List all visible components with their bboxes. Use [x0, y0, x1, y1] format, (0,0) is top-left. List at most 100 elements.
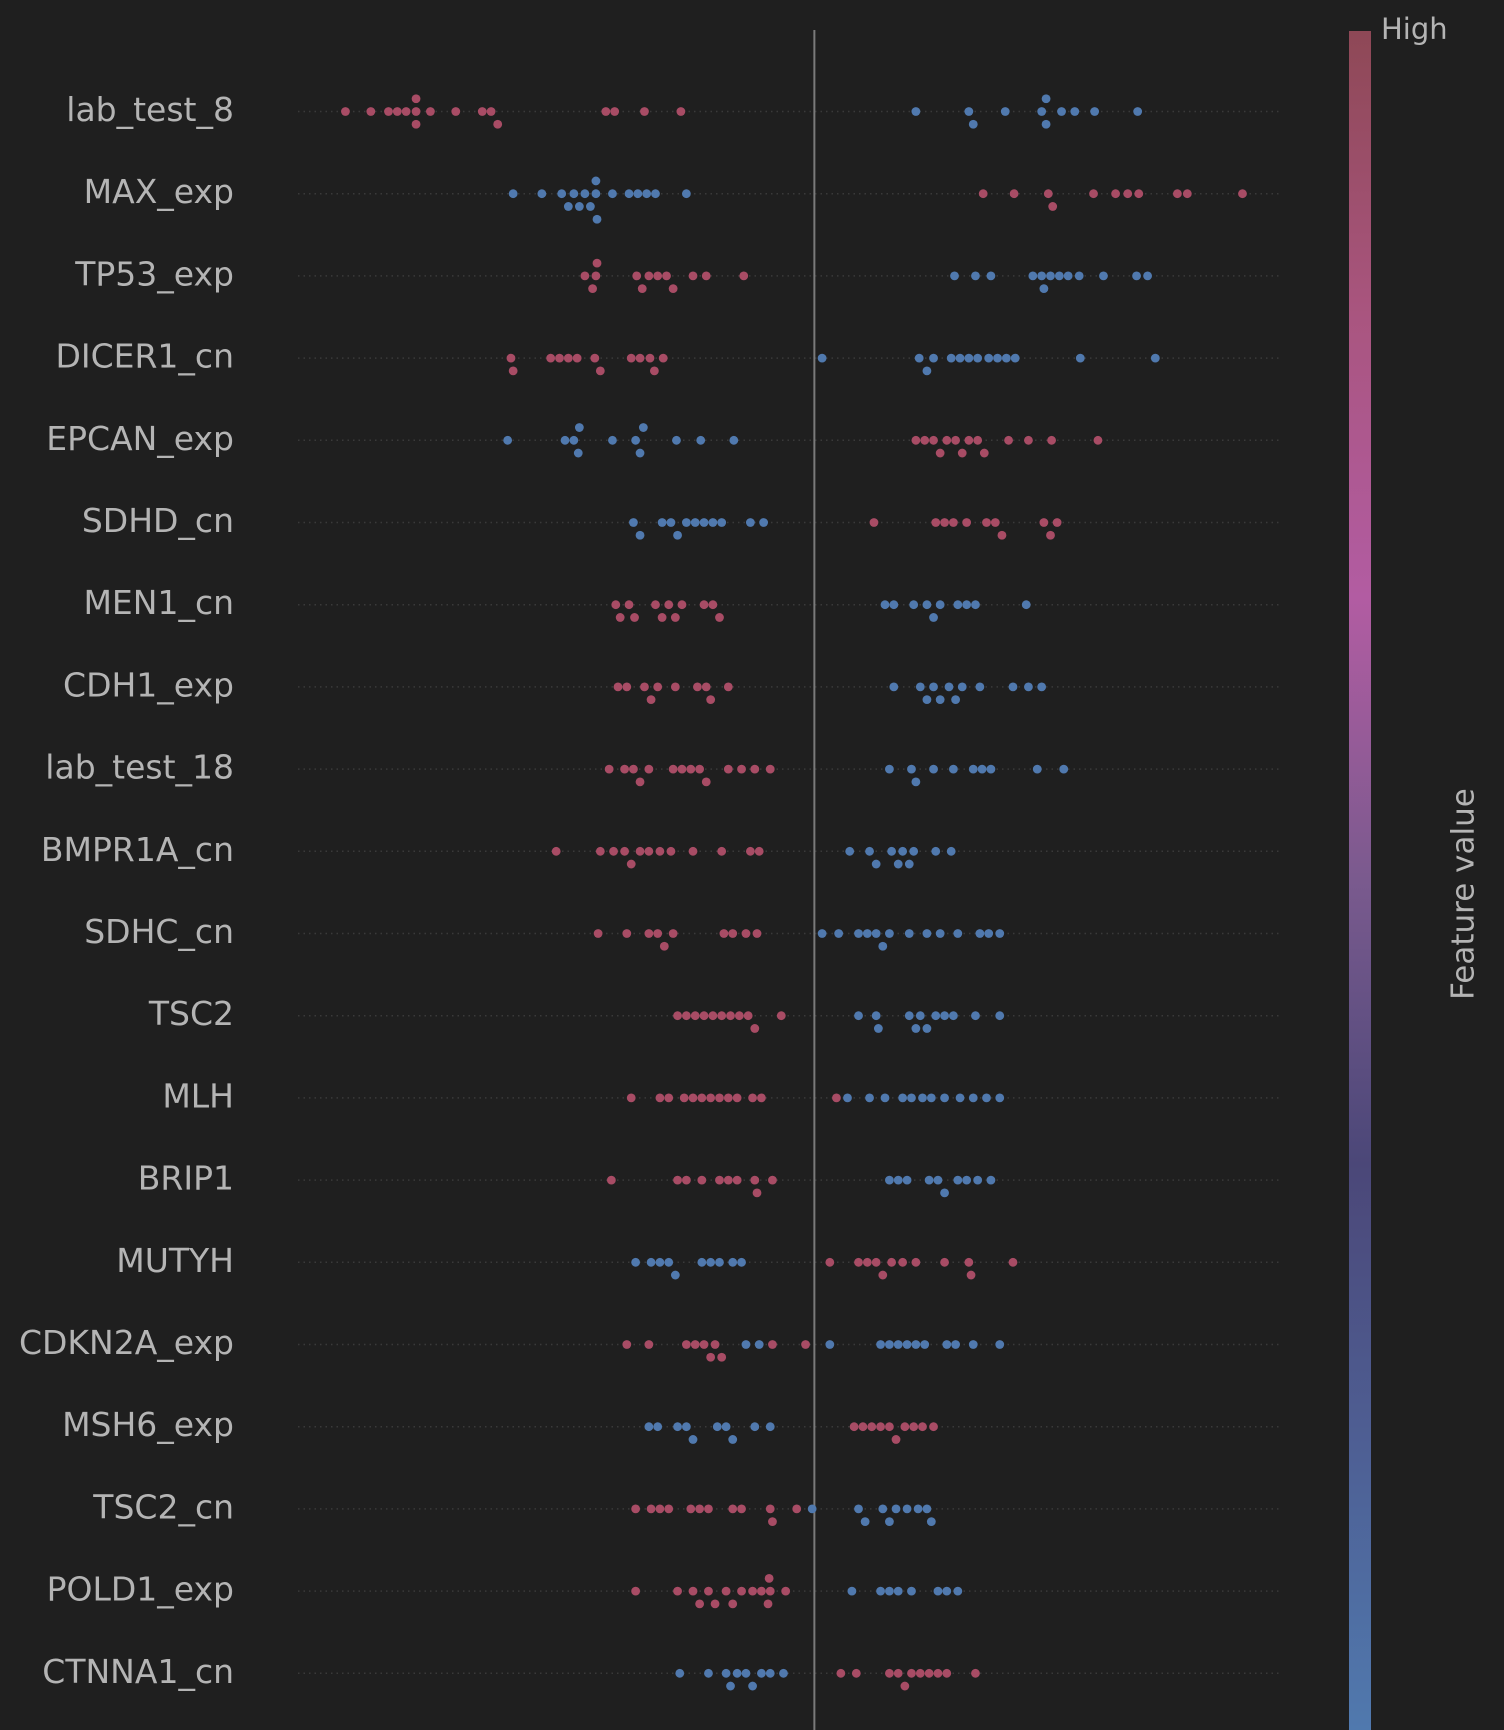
swarm-point: [971, 600, 980, 610]
swarm-point: [944, 682, 954, 692]
swarm-point: [893, 1668, 903, 1678]
swarm-point: [651, 600, 660, 610]
swarm-point: [986, 271, 996, 281]
swarm-point: [748, 1093, 757, 1103]
swarm-point: [629, 518, 638, 527]
swarm-point: [951, 435, 961, 445]
swarm-point: [1070, 107, 1080, 116]
swarm-point: [904, 1011, 914, 1021]
swarm-point: [907, 1093, 916, 1103]
swarm-point: [677, 600, 687, 610]
swarm-point: [931, 846, 941, 856]
swarm-point: [721, 1668, 731, 1678]
row-label: MLH: [162, 1076, 234, 1115]
swarm-point: [933, 1586, 943, 1596]
swarm-point: [591, 176, 601, 186]
swarm-point: [655, 1093, 665, 1103]
swarm-point: [503, 435, 513, 445]
swarm-point: [1093, 435, 1103, 445]
row-label: lab_test_8: [66, 90, 234, 129]
swarm-point: [1090, 107, 1100, 116]
swarm-point: [915, 1011, 925, 1021]
swarm-point: [592, 258, 602, 268]
swarm-point: [924, 1175, 934, 1185]
swarm-point: [1132, 271, 1141, 281]
row-label: TSC2: [148, 994, 234, 1033]
swarm-point: [699, 1011, 709, 1021]
swarm-point: [653, 1422, 663, 1432]
swarm-point: [845, 846, 855, 856]
swarm-point: [701, 271, 711, 281]
swarm-point: [644, 929, 654, 938]
swarm-point: [962, 1175, 972, 1185]
swarm-point: [563, 353, 573, 363]
swarm-point: [646, 695, 656, 705]
swarm-point: [909, 600, 919, 610]
swarm-point: [737, 1586, 746, 1596]
swarm-point: [915, 682, 925, 692]
swarm-point: [1057, 107, 1066, 116]
swarm-point: [891, 1435, 901, 1444]
swarm-point: [929, 353, 938, 363]
row-label: POLD1_exp: [47, 1570, 234, 1609]
swarm-point: [630, 613, 639, 622]
swarm-point: [1001, 353, 1011, 363]
swarm-point: [640, 107, 649, 116]
swarm-point: [900, 1422, 910, 1432]
row-label: CTNNA1_cn: [42, 1652, 234, 1691]
swarm-point: [990, 518, 1000, 527]
swarm-point: [645, 353, 655, 363]
swarm-point: [688, 1586, 698, 1596]
swarm-point: [792, 1504, 802, 1514]
swarm-point: [876, 1422, 885, 1432]
swarm-point: [1123, 189, 1133, 199]
swarm-point: [754, 1340, 764, 1349]
row-label: MUTYH: [116, 1241, 234, 1280]
swarm-point: [644, 846, 654, 856]
swarm-point: [743, 1011, 753, 1021]
swarm-point: [962, 600, 972, 610]
swarm-point: [1000, 107, 1010, 116]
swarm-point: [893, 859, 903, 869]
swarm-point: [1134, 189, 1144, 199]
swarm-point: [1172, 189, 1182, 199]
swarm-point: [384, 107, 393, 116]
swarm-point: [569, 435, 579, 445]
swarm-point: [664, 1093, 674, 1103]
swarm-point: [885, 929, 894, 938]
swarm-point: [635, 777, 645, 787]
swarm-point: [574, 423, 584, 432]
swarm-point: [926, 1517, 936, 1527]
swarm-point: [750, 1175, 760, 1185]
swarm-point: [626, 1093, 636, 1103]
swarm-point: [646, 1504, 656, 1514]
swarm-point: [728, 1504, 738, 1514]
swarm-point: [728, 1435, 738, 1444]
swarm-point: [686, 1504, 696, 1514]
swarm-point: [920, 435, 930, 445]
swarm-point: [1111, 189, 1120, 199]
swarm-point: [704, 1668, 713, 1678]
swarm-point: [763, 1599, 773, 1609]
swarm-point: [1032, 764, 1042, 774]
swarm-point: [968, 1340, 978, 1349]
swarm-point: [717, 1011, 727, 1021]
swarm-point: [962, 518, 972, 527]
swarm-point: [595, 846, 605, 856]
swarm-point: [973, 1175, 983, 1185]
swarm-point: [929, 1422, 938, 1432]
swarm-point: [911, 435, 921, 445]
swarm-point: [862, 1257, 872, 1267]
swarm-point: [768, 1517, 777, 1527]
row-label: lab_test_18: [45, 748, 234, 787]
swarm-point: [949, 764, 958, 774]
swarm-point: [949, 518, 958, 527]
swarm-point: [801, 1340, 810, 1349]
swarm-point: [681, 518, 691, 527]
swarm-point: [885, 764, 894, 774]
swarm-point: [902, 1340, 912, 1349]
swarm-point: [608, 435, 617, 445]
swarm-point: [1008, 682, 1018, 692]
swarm-point: [673, 1422, 682, 1432]
swarm-point: [451, 107, 461, 116]
